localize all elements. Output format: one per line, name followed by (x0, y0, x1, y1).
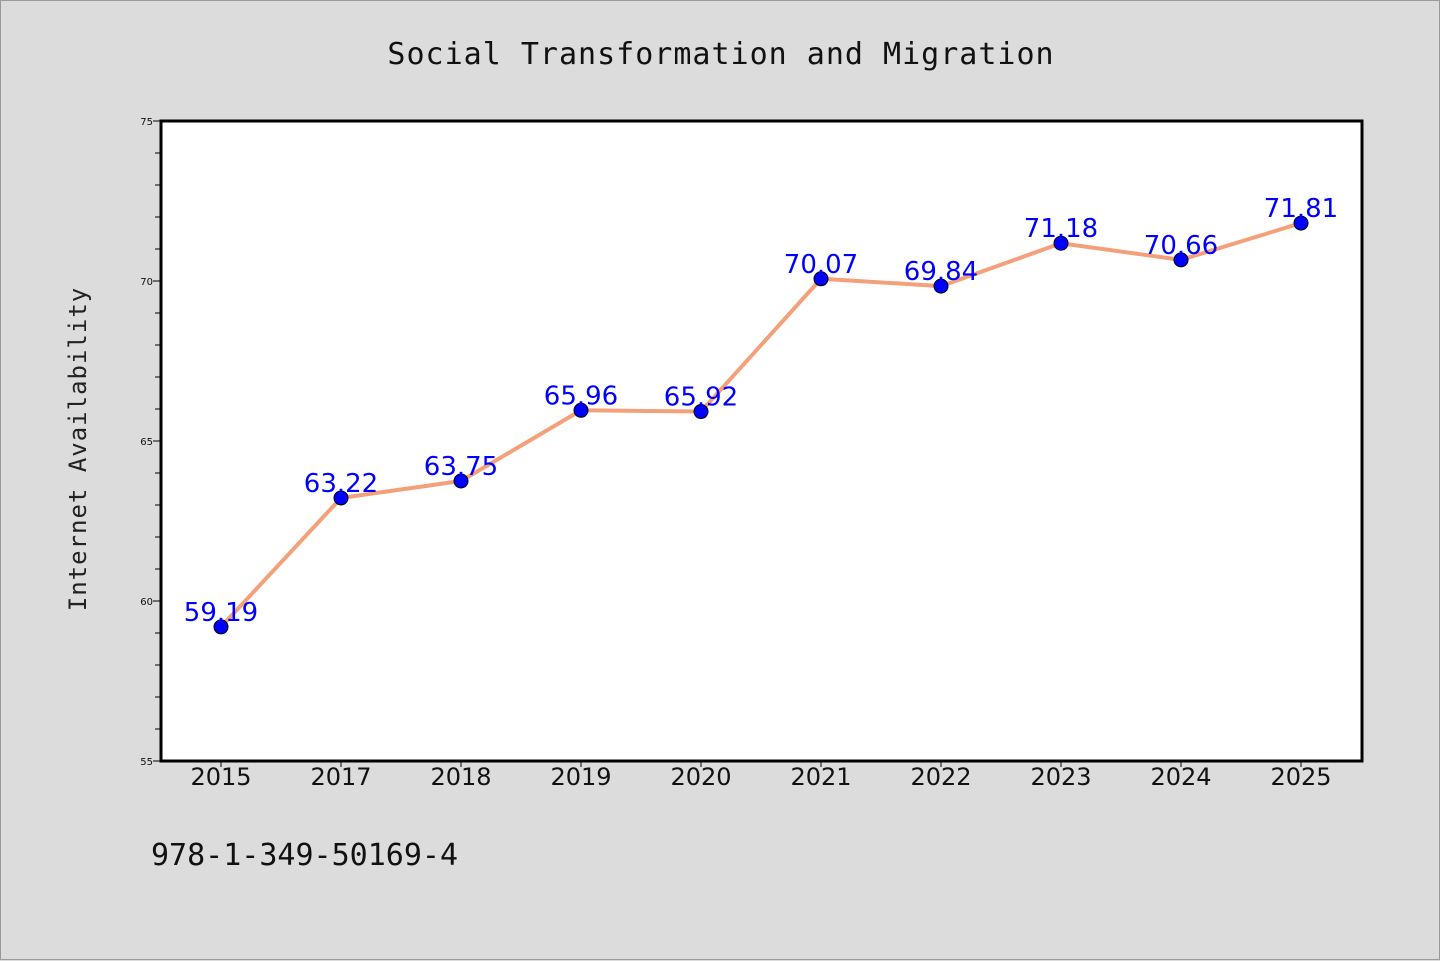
plot-area (159, 119, 1364, 763)
x-tick-label: 2018 (430, 763, 491, 791)
data-point (813, 271, 829, 287)
data-point (1293, 215, 1309, 231)
data-label: 63.22 (304, 469, 378, 499)
data-label: 70.66 (1144, 231, 1218, 261)
x-tick-label: 2017 (310, 763, 371, 791)
data-point (1173, 252, 1189, 268)
x-tick-label: 2022 (910, 763, 971, 791)
data-label: 63.75 (424, 452, 498, 482)
x-tick-label: 2019 (550, 763, 611, 791)
data-label: 69.84 (904, 257, 978, 287)
y-tick-label: 70 (140, 277, 153, 288)
data-labels: 59.19 63.22 63.75 65.96 65.92 70.07 69.84 71.18… (184, 194, 1338, 628)
y-axis-label: Internet Availability (64, 287, 92, 611)
chart-title: Social Transformation and Migration (387, 37, 1054, 72)
footer-isbn: 978-1-349-50169-4 (151, 838, 458, 873)
x-tick-label: 2024 (1150, 763, 1211, 791)
data-label: 65.92 (664, 383, 738, 413)
x-tick-label: 2015 (190, 763, 251, 791)
x-tick-label: 2023 (1030, 763, 1091, 791)
data-label: 65.96 (544, 381, 618, 411)
data-label: 70.07 (784, 250, 858, 280)
data-point (573, 402, 589, 418)
x-tick-label: 2020 (670, 763, 731, 791)
data-label: 71.81 (1264, 194, 1338, 224)
axis-ticks: 55 60 65 70 75 2015 2017 2018 2019 2020 2021 2022 20… (140, 117, 1331, 791)
y-tick-label: 75 (140, 117, 153, 128)
y-tick-label: 55 (140, 757, 153, 768)
x-tick-label: 2021 (790, 763, 851, 791)
data-point (213, 619, 229, 635)
series-markers (213, 215, 1309, 635)
series-line (219, 221, 1302, 629)
y-tick-label: 65 (140, 437, 153, 448)
data-point (933, 278, 949, 294)
data-point (333, 490, 349, 506)
data-point (1053, 235, 1069, 251)
data-point (693, 404, 709, 420)
data-point (453, 473, 469, 489)
series-line-group (219, 221, 1302, 629)
data-label: 71.18 (1024, 214, 1098, 244)
x-tick-label: 2025 (1270, 763, 1331, 791)
data-label: 59.19 (184, 598, 258, 628)
y-tick-label: 60 (140, 597, 153, 608)
